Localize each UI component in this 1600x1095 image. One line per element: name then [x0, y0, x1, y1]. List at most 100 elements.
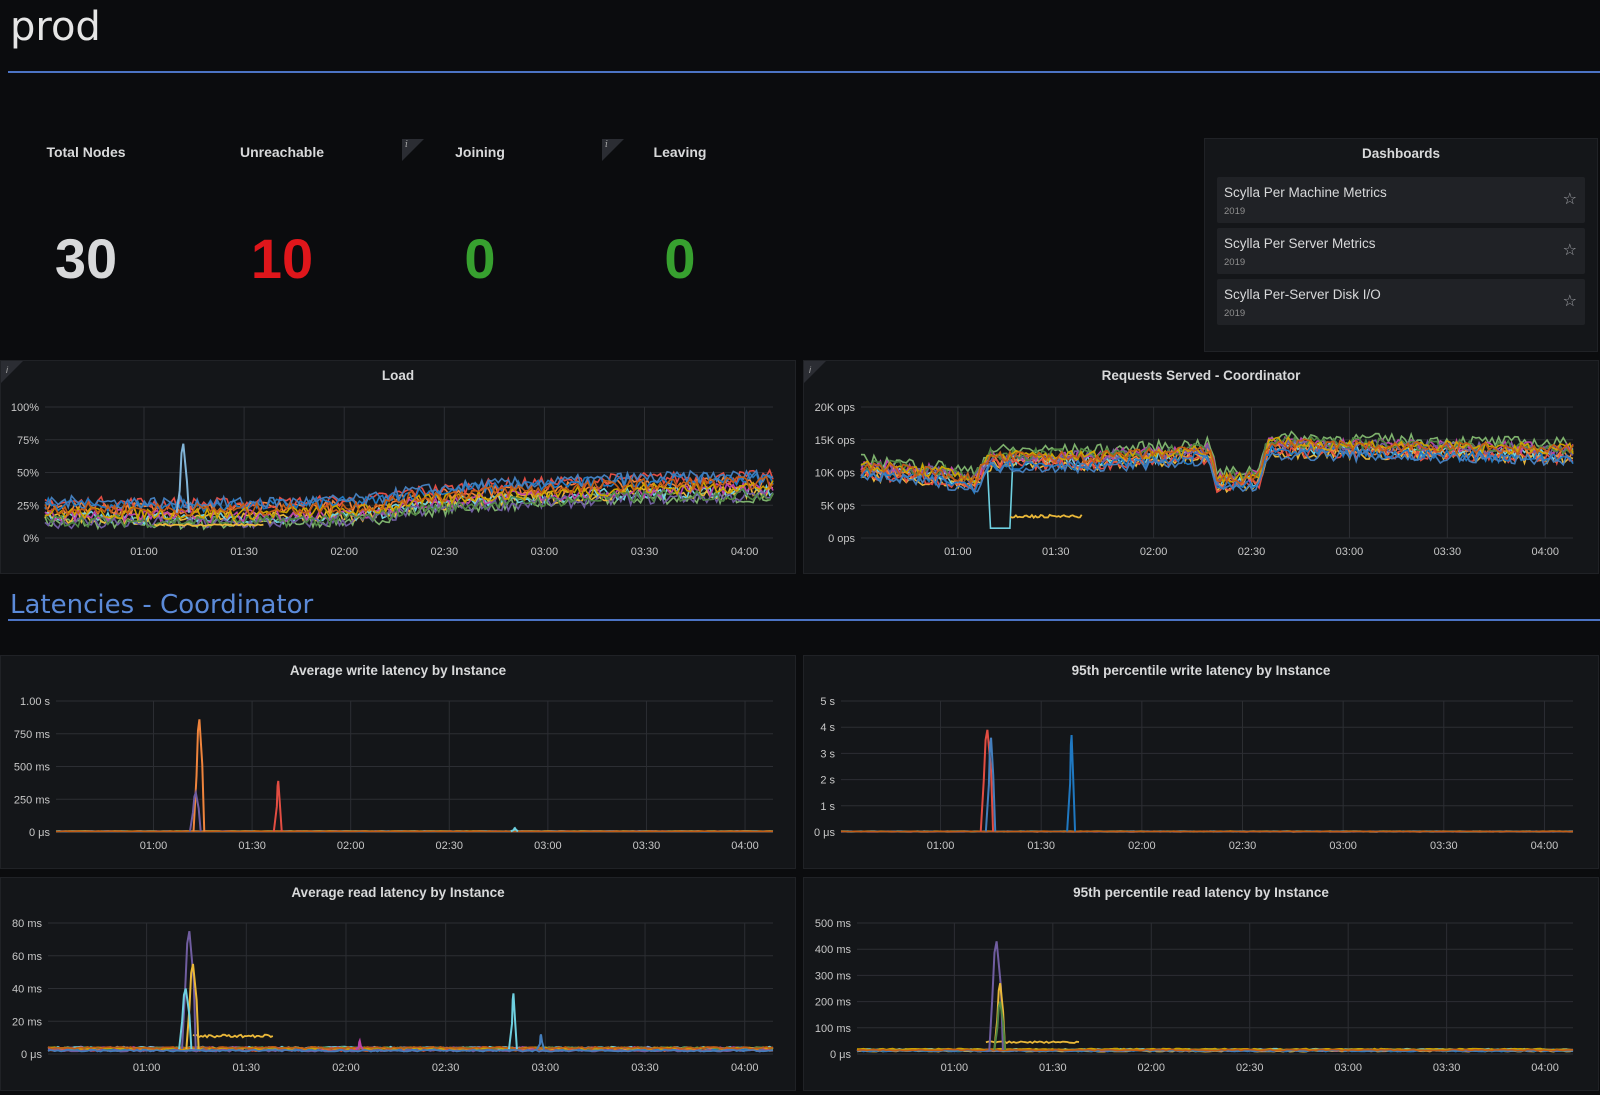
stat-value: 10	[250, 227, 314, 290]
star-icon[interactable]: ☆	[1562, 242, 1577, 259]
svg-text:i: i	[6, 365, 9, 375]
dashboard-name: Scylla Per Machine Metrics	[1224, 185, 1387, 200]
x-tick-label: 01:00	[941, 1062, 969, 1074]
x-tick-label: 02:00	[337, 840, 365, 852]
y-tick-label: 20K ops	[815, 402, 856, 414]
x-tick-label: 03:30	[1430, 840, 1458, 852]
page-title[interactable]: prod	[10, 4, 101, 50]
series-spike	[181, 931, 197, 1050]
x-tick-label: 04:00	[731, 1062, 759, 1074]
y-tick-label: 100%	[11, 402, 39, 414]
series-spike	[1066, 734, 1077, 832]
x-tick-label: 03:00	[531, 546, 559, 558]
dashboard-name: Scylla Per-Server Disk I/O	[1224, 287, 1381, 302]
y-tick-label: 5 s	[820, 696, 835, 708]
dashboard-link[interactable]: Scylla Per Machine Metrics 2019 ☆	[1217, 177, 1585, 223]
dashboard-link[interactable]: Scylla Per Server Metrics 2019 ☆	[1217, 228, 1585, 274]
p95-write-latency-panel[interactable]: 95th percentile write latency by Instanc…	[803, 655, 1599, 869]
p95-read-latency-panel[interactable]: 95th percentile read latency by Instance…	[803, 877, 1599, 1091]
dashboards-panel: Dashboards Scylla Per Machine Metrics 20…	[1204, 138, 1598, 352]
x-tick-label: 03:30	[1434, 546, 1462, 558]
dashboard-tag: 2019	[1224, 206, 1246, 217]
series-line	[44, 481, 774, 524]
x-tick-label: 02:30	[1229, 840, 1257, 852]
y-tick-label: 300 ms	[815, 970, 852, 982]
series-line	[192, 1033, 274, 1039]
y-tick-label: 500 ms	[815, 918, 852, 930]
y-tick-label: 60 ms	[12, 951, 42, 963]
x-tick-label: 01:00	[140, 840, 168, 852]
series-line	[860, 438, 1574, 485]
stat-value: 30	[54, 227, 118, 290]
x-tick-label: 01:00	[927, 840, 955, 852]
series-spike	[984, 737, 997, 832]
info-icon[interactable]: i	[402, 139, 424, 161]
stat-total-nodes[interactable]: Total Nodes 30	[0, 140, 184, 320]
avg-write-latency-panel[interactable]: Average write latency by Instance 1.00 s…	[0, 655, 796, 869]
x-tick-label: 03:00	[1334, 1062, 1362, 1074]
stat-leaving[interactable]: Leaving 0	[582, 140, 778, 320]
series-line	[985, 1040, 1080, 1045]
y-tick-label: 0 ops	[828, 533, 855, 545]
x-tick-label: 02:30	[1236, 1062, 1264, 1074]
x-tick-label: 03:00	[1329, 840, 1357, 852]
x-tick-label: 03:30	[631, 1062, 659, 1074]
x-tick-label: 02:00	[1128, 840, 1156, 852]
y-tick-label: 0 μs	[29, 827, 51, 839]
stat-label: Joining	[455, 144, 505, 160]
y-tick-label: 500 ms	[14, 762, 51, 774]
star-icon[interactable]: ☆	[1562, 191, 1577, 208]
y-tick-label: 3 s	[820, 748, 835, 760]
series-line	[856, 1048, 1573, 1052]
panel-title: 95th percentile write latency by Instanc…	[1071, 663, 1331, 678]
requests-served-panel[interactable]: Requests Served - Coordinator i 20K ops 15…	[803, 360, 1599, 574]
series-line	[153, 522, 264, 527]
x-tick-label: 01:00	[130, 546, 158, 558]
x-tick-label: 03:30	[1433, 1062, 1461, 1074]
series-line	[47, 1045, 774, 1050]
star-icon[interactable]: ☆	[1562, 293, 1577, 310]
x-tick-label: 02:30	[431, 546, 459, 558]
panel-title: Average write latency by Instance	[289, 663, 507, 678]
y-tick-label: 25%	[17, 500, 39, 512]
info-icon[interactable]: i	[804, 361, 826, 383]
load-panel[interactable]: Load i 100% 75% 50% 25% 0% 01:00 01:30 02:00 02:3…	[0, 360, 796, 574]
series-line	[44, 475, 774, 517]
section-divider	[8, 619, 1600, 621]
x-tick-label: 04:00	[1531, 1062, 1559, 1074]
y-tick-label: 200 ms	[815, 997, 852, 1009]
series-spike	[192, 719, 206, 832]
y-tick-label: 0 μs	[814, 827, 836, 839]
header-divider	[8, 71, 1600, 73]
y-tick-label: 10K ops	[815, 468, 856, 480]
x-tick-label: 03:00	[532, 1062, 560, 1074]
x-tick-label: 02:00	[1138, 1062, 1166, 1074]
section-title[interactable]: Latencies - Coordinator	[10, 590, 314, 620]
x-tick-label: 01:30	[238, 840, 266, 852]
series-spike	[272, 780, 283, 832]
series-spike	[993, 1001, 1007, 1051]
x-tick-label: 02:30	[1238, 546, 1266, 558]
series-line	[44, 487, 774, 529]
stat-joining[interactable]: Joining 0	[382, 140, 578, 320]
x-tick-label: 01:30	[1027, 840, 1055, 852]
info-icon[interactable]: i	[602, 139, 624, 161]
y-tick-label: 20 ms	[12, 1016, 42, 1028]
y-tick-label: 2 s	[820, 775, 835, 787]
stat-label: Unreachable	[239, 144, 325, 160]
info-icon[interactable]: i	[1, 361, 23, 383]
series-line	[44, 469, 774, 512]
series-spike	[355, 1037, 364, 1050]
x-tick-label: 04:00	[731, 546, 759, 558]
y-tick-label: 0%	[23, 533, 39, 545]
stat-unreachable[interactable]: Unreachable 10	[184, 140, 380, 320]
series-line	[44, 474, 774, 518]
avg-read-latency-panel[interactable]: Average read latency by Instance 80 ms 60…	[0, 877, 796, 1091]
y-tick-label: 0 μs	[830, 1049, 852, 1061]
chart-canvas: i 20K ops 15K ops 10K ops 5K ops 0 ops 01:00 01…	[804, 361, 1574, 558]
y-tick-label: 4 s	[820, 722, 835, 734]
series-spike	[175, 443, 190, 513]
y-tick-label: 75%	[17, 435, 39, 447]
x-tick-label: 02:30	[432, 1062, 460, 1074]
dashboard-link[interactable]: Scylla Per-Server Disk I/O 2019 ☆	[1217, 279, 1585, 325]
